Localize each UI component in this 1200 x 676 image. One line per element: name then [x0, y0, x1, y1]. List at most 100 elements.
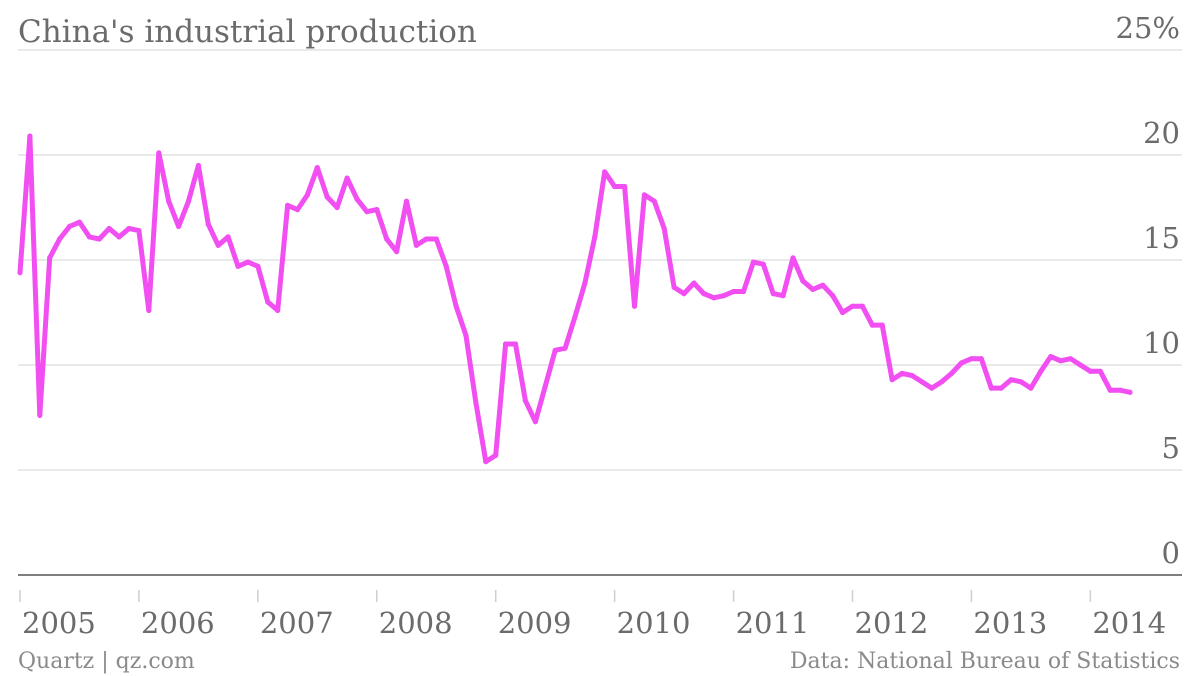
data-point-2006-04	[166, 198, 172, 204]
data-point-2010-11	[711, 295, 717, 301]
grid-lines	[18, 49, 1182, 471]
data-point-2011-04	[760, 261, 766, 267]
x-tick-label-2011: 2011	[736, 606, 810, 640]
data-point-2009-11	[592, 234, 598, 240]
data-point-2011-07	[790, 255, 796, 261]
data-point-2008-06	[423, 236, 429, 242]
data-point-2006-12	[245, 259, 251, 265]
data-point-2006-07	[195, 162, 201, 169]
data-point-2012-04	[879, 322, 885, 328]
data-point-2013-01	[968, 356, 975, 362]
data-point-2007-06	[304, 192, 310, 198]
data-point-2005-04	[47, 255, 53, 261]
data-point-2011-01	[731, 288, 737, 295]
data-point-2014-01	[1087, 368, 1093, 374]
data-point-2007-07	[314, 165, 320, 171]
x-tick-label-2014: 2014	[1092, 606, 1166, 640]
data-point-2011-11	[830, 293, 836, 299]
x-tick-label-2010: 2010	[617, 606, 691, 640]
data-point-2012-02	[859, 303, 866, 309]
data-point-2013-05	[1008, 377, 1014, 383]
data-point-2007-02	[265, 299, 271, 305]
y-tick-label-25: 25%	[1116, 11, 1180, 45]
data-point-2012-05	[889, 377, 895, 383]
data-point-2011-05	[770, 291, 776, 297]
y-tick-label-10: 10	[1143, 326, 1180, 360]
y-tick-label-15: 15	[1143, 221, 1180, 255]
x-tick-label-2005: 2005	[22, 606, 96, 640]
data-point-2008-09	[453, 303, 459, 309]
data-point-2013-08	[1038, 368, 1044, 374]
data-point-2009-09	[572, 314, 578, 320]
x-tick-label-2012: 2012	[855, 606, 929, 640]
data-point-2013-03	[988, 385, 994, 391]
data-point-2013-12	[1077, 362, 1083, 368]
x-tick-label-2006: 2006	[141, 606, 215, 640]
data-point-2006-05	[176, 223, 182, 229]
data-point-2013-06	[1018, 379, 1024, 385]
data-point-2006-08	[205, 221, 211, 227]
data-point-2013-11	[1067, 356, 1074, 362]
y-tick-label-0: 0	[1162, 536, 1180, 570]
data-point-2006-03	[156, 150, 162, 156]
data-point-2014-03	[1107, 387, 1113, 393]
data-point-2008-03	[394, 249, 400, 255]
data-point-2007-01	[255, 263, 261, 269]
x-tick-label-2008: 2008	[379, 606, 453, 640]
data-point-2007-12	[364, 209, 370, 215]
data-point-2009-05	[532, 419, 539, 425]
data-point-2007-11	[354, 196, 360, 202]
data-point-2010-02	[622, 183, 628, 190]
data-point-2005-09	[96, 236, 102, 242]
data-point-2010-05	[651, 198, 657, 204]
data-point-2007-09	[334, 204, 340, 211]
data-point-2005-10	[106, 225, 112, 232]
data-point-2008-10	[463, 333, 469, 339]
data-point-2012-11	[949, 370, 955, 376]
data-point-2010-07	[671, 284, 677, 290]
x-tick-label-2007: 2007	[260, 606, 334, 640]
data-point-2012-01	[849, 303, 856, 309]
data-point-2005-08	[86, 234, 92, 240]
data-point-2008-02	[384, 236, 390, 242]
data-point-2009-06	[542, 383, 548, 389]
data-point-2008-01	[374, 207, 380, 213]
x-tick-label-2009: 2009	[498, 606, 572, 640]
data-point-2011-03	[750, 259, 757, 265]
data-point-2007-10	[344, 175, 350, 181]
data-point-2009-12	[602, 169, 608, 175]
data-point-2011-02	[740, 288, 747, 295]
data-point-2008-12	[483, 459, 489, 465]
data-point-2006-10	[225, 234, 231, 240]
y-tick-label-20: 20	[1143, 116, 1180, 150]
data-point-2009-08	[562, 345, 568, 351]
data-point-2006-11	[235, 263, 241, 269]
data-point-2008-04	[403, 198, 410, 204]
data-point-2009-03	[512, 341, 519, 347]
y-tick-label-5: 5	[1162, 431, 1180, 465]
x-axis-ticks: 2005 2006 2007 2008 2009 2010 2011 2012 2013 2014	[19, 590, 1166, 640]
data-point-2009-10	[582, 280, 588, 286]
data-point-2014-02	[1097, 368, 1103, 374]
data-point-2006-01	[136, 228, 142, 234]
data-point-2005-05	[57, 236, 63, 242]
data-point-2012-12	[958, 360, 965, 366]
data-point-2009-01	[493, 452, 499, 458]
data-point-2011-12	[840, 309, 846, 316]
data-point-2012-08	[919, 379, 925, 385]
footer-credit: Quartz | qz.com	[18, 649, 195, 674]
data-point-2010-08	[681, 291, 687, 297]
data-point-2011-08	[800, 278, 806, 284]
data-point-2010-09	[691, 280, 697, 286]
data-point-2005-11	[116, 234, 122, 240]
data-point-2007-03	[275, 307, 281, 313]
data-point-2012-10	[939, 379, 945, 385]
data-point-2012-09	[929, 385, 935, 391]
data-point-2008-05	[413, 242, 419, 248]
data-point-2010-04	[641, 192, 648, 198]
data-point-2011-09	[810, 286, 816, 292]
series-line-0	[17, 133, 1133, 465]
data-point-2008-08	[443, 263, 449, 269]
data-point-2011-10	[820, 282, 826, 288]
